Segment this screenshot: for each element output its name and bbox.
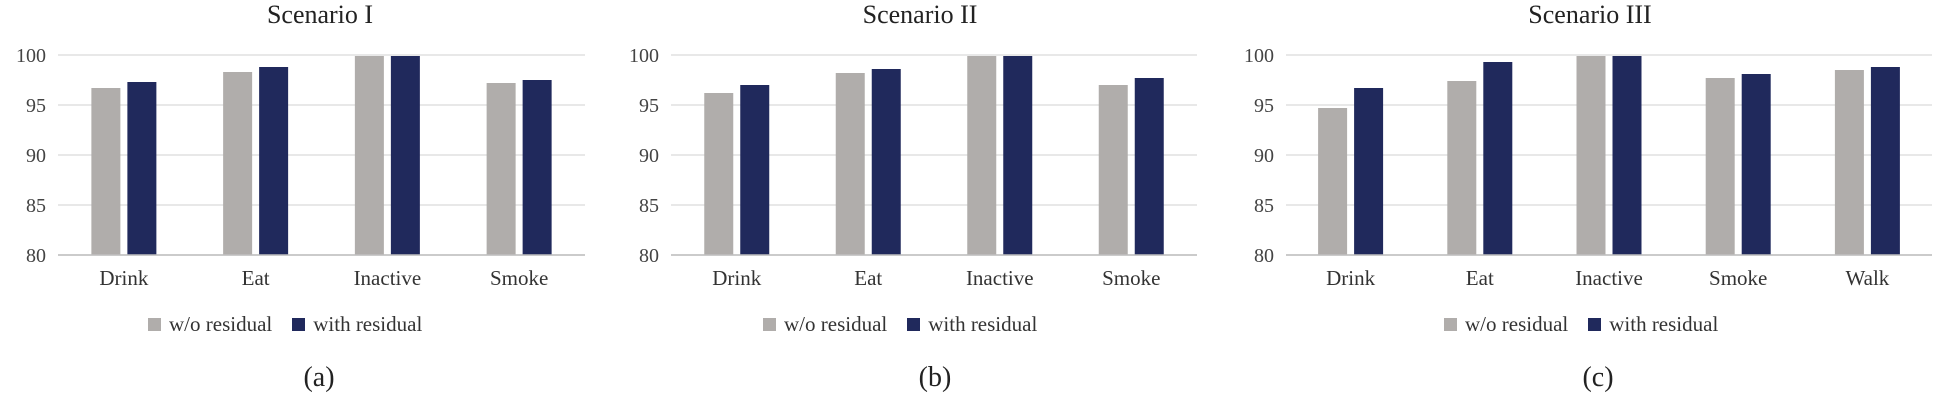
bar-with-residual — [1134, 78, 1164, 255]
y-tick-label: 85 — [26, 195, 46, 217]
y-tick-label: 95 — [1254, 95, 1274, 117]
legend-swatch-with-residual — [1588, 318, 1602, 331]
legend-label: w/o residual — [169, 312, 273, 336]
legend-swatch-wo-residual — [148, 318, 161, 331]
bar-wo-residual — [91, 88, 121, 255]
legend-swatch-with-residual — [292, 318, 306, 331]
bar-with-residual — [1354, 88, 1384, 255]
bar-wo-residual — [1098, 85, 1128, 255]
bar-chart-svg: 80 85 90 95 100 Drink Eat Inactive Smoke Walk — [1244, 45, 1932, 290]
y-tick-label: 80 — [26, 245, 46, 267]
legend-swatch-with-residual — [907, 318, 921, 331]
x-tick-label: Smoke — [1709, 266, 1767, 290]
x-tick-label: Drink — [1326, 266, 1375, 290]
legend-label: with residual — [313, 312, 423, 336]
y-tick-label: 95 — [639, 95, 659, 117]
bar-wo-residual — [1705, 78, 1735, 255]
legend-label: with residual — [1609, 312, 1719, 336]
y-tick-label: 90 — [26, 145, 46, 167]
bar-wo-residual — [486, 83, 516, 255]
bar-wo-residual — [354, 56, 384, 255]
legend-item-wo-residual: w/o residual — [148, 312, 272, 337]
x-tick-label: Smoke — [490, 266, 548, 290]
x-tick-label: Drink — [99, 266, 148, 290]
y-tick-label: 85 — [639, 195, 659, 217]
legend-item-wo-residual: w/o residual — [763, 312, 887, 337]
y-tick-label: 85 — [1254, 195, 1274, 217]
bar-with-residual — [259, 67, 289, 255]
x-tick-label: Eat — [854, 266, 882, 290]
bar-with-residual — [740, 85, 770, 255]
bar-with-residual — [1003, 56, 1033, 255]
bar-wo-residual — [967, 56, 997, 255]
legend-swatch-wo-residual — [763, 318, 776, 331]
bar-with-residual — [1483, 62, 1513, 255]
y-tick-label: 90 — [1254, 145, 1274, 167]
x-tick-label: Smoke — [1102, 266, 1160, 290]
panel-label: (c) — [1582, 362, 1614, 393]
bar-with-residual — [1612, 56, 1642, 255]
bar-chart-svg: 80 85 90 95 100 Drink Eat Inactive Smoke — [16, 45, 585, 290]
bar-wo-residual — [1447, 81, 1477, 255]
x-tick-label: Inactive — [354, 266, 422, 290]
bar-wo-residual — [704, 93, 734, 255]
x-tick-label: Inactive — [1575, 266, 1643, 290]
chart-title: Scenario II — [862, 0, 978, 29]
bar-with-residual — [1870, 67, 1900, 255]
bar-with-residual — [127, 82, 157, 255]
bar-with-residual — [522, 80, 552, 255]
y-tick-label: 100 — [16, 45, 46, 67]
legend-item-with-residual: with residual — [1588, 312, 1718, 337]
panel-label: (a) — [303, 362, 335, 393]
chart-title: Scenario I — [266, 0, 374, 29]
x-tick-label: Walk — [1846, 266, 1890, 290]
y-tick-label: 80 — [639, 245, 659, 267]
y-tick-label: 90 — [639, 145, 659, 167]
panel-label: (b) — [918, 362, 952, 393]
x-tick-label: Eat — [1466, 266, 1494, 290]
bar-chart-svg: 80 85 90 95 100 Drink Eat Inactive Smoke — [629, 45, 1197, 290]
chart-legend: w/o residual with residual — [763, 312, 1057, 337]
legend-label: with residual — [928, 312, 1038, 336]
legend-item-wo-residual: w/o residual — [1444, 312, 1568, 337]
chart-title: Scenario III — [1528, 0, 1652, 29]
bar-wo-residual — [1318, 108, 1348, 255]
legend-label: w/o residual — [1465, 312, 1569, 336]
bar-wo-residual — [223, 72, 253, 255]
bar-with-residual — [1741, 74, 1771, 255]
legend-item-with-residual: with residual — [292, 312, 422, 337]
chart-legend: w/o residual with residual — [1444, 312, 1738, 337]
bar-with-residual — [390, 56, 420, 255]
y-tick-label: 95 — [26, 95, 46, 117]
bar-wo-residual — [835, 73, 865, 255]
x-tick-label: Inactive — [966, 266, 1034, 290]
bar-wo-residual — [1834, 70, 1864, 255]
y-tick-label: 100 — [629, 45, 659, 67]
legend-swatch-wo-residual — [1444, 318, 1457, 331]
bar-with-residual — [871, 69, 901, 255]
bar-wo-residual — [1576, 56, 1606, 255]
y-tick-label: 100 — [1244, 45, 1274, 67]
y-tick-label: 80 — [1254, 245, 1274, 267]
legend-label: w/o residual — [784, 312, 888, 336]
chart-legend: w/o residual with residual — [148, 312, 442, 337]
x-tick-label: Eat — [242, 266, 270, 290]
legend-item-with-residual: with residual — [907, 312, 1037, 337]
x-tick-label: Drink — [712, 266, 761, 290]
